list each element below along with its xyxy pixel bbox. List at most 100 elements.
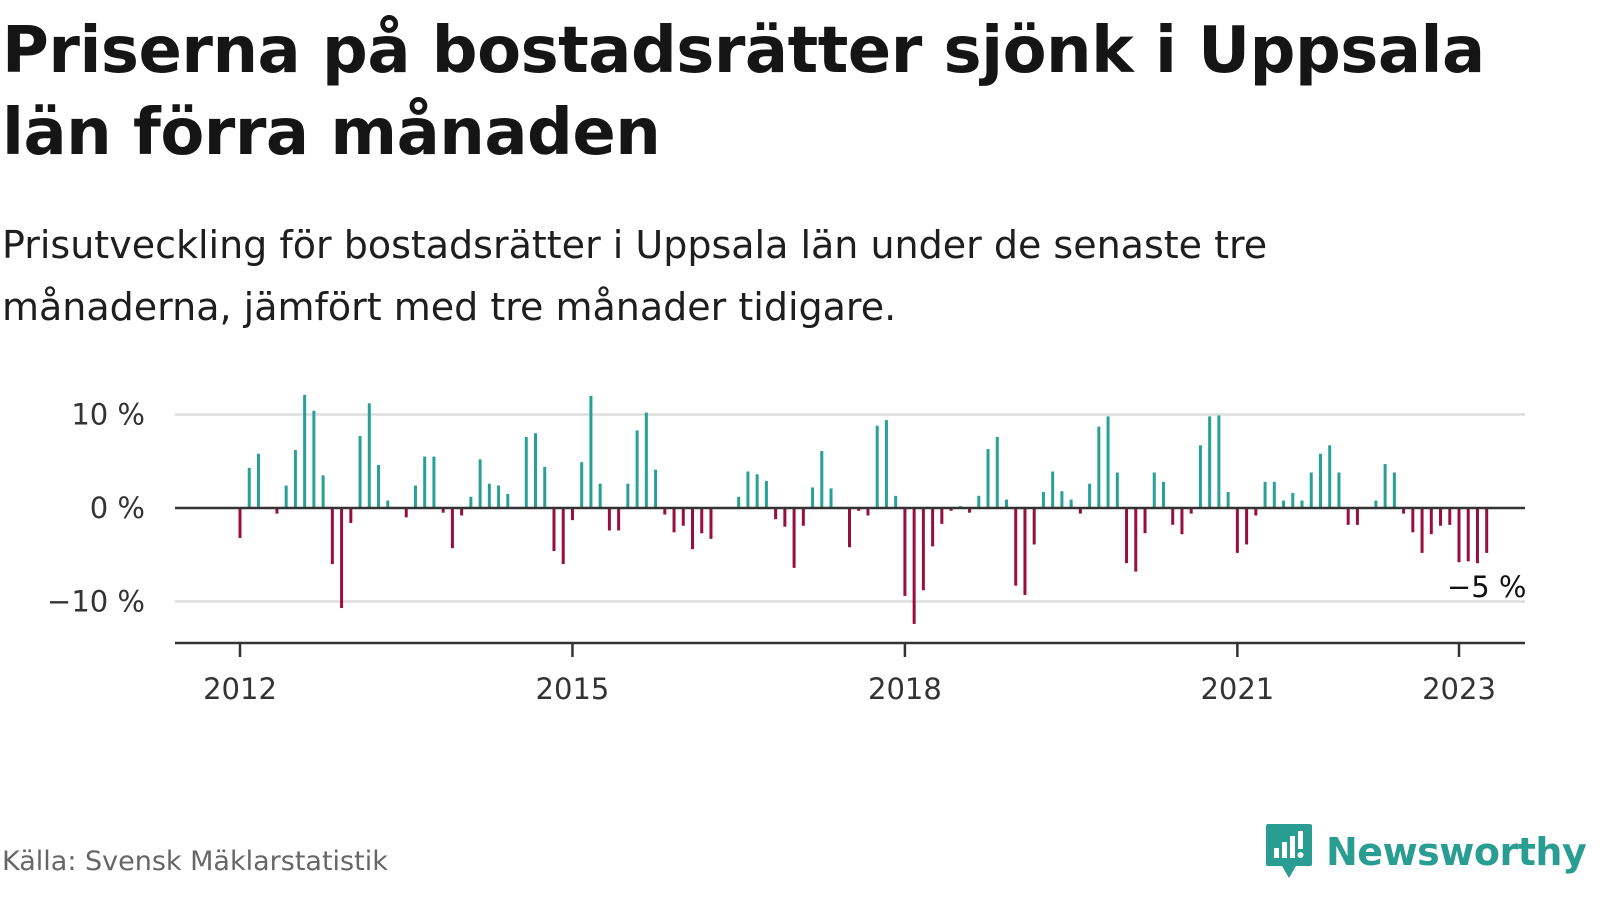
bar xyxy=(801,508,805,526)
bar xyxy=(330,508,334,565)
bar xyxy=(1217,415,1221,508)
bar xyxy=(1208,416,1212,508)
bar xyxy=(543,466,547,508)
bar xyxy=(293,450,297,508)
x-tick-label: 2021 xyxy=(1200,672,1274,706)
bar xyxy=(552,508,556,552)
bar xyxy=(1355,508,1359,525)
bar xyxy=(1032,508,1036,545)
bar xyxy=(589,395,593,508)
bar xyxy=(303,394,307,508)
bar xyxy=(1004,499,1008,508)
bar xyxy=(857,508,861,511)
bar xyxy=(358,436,362,508)
bar xyxy=(524,436,528,508)
bar xyxy=(1189,508,1193,514)
bar xyxy=(1485,508,1489,553)
y-tick-label: 10 % xyxy=(71,398,145,432)
bar xyxy=(1226,492,1230,508)
bar xyxy=(1475,508,1479,564)
bar xyxy=(1291,493,1295,508)
bar xyxy=(1152,472,1156,508)
bar xyxy=(1235,508,1239,553)
bars xyxy=(238,394,1489,624)
bar xyxy=(1309,472,1313,508)
bar xyxy=(1014,508,1018,586)
last-value-annotation: −5 % xyxy=(1447,570,1527,604)
bar xyxy=(1245,508,1249,545)
bar xyxy=(681,508,685,526)
bar xyxy=(1448,508,1452,525)
bar xyxy=(432,456,436,508)
y-tick-label: −10 % xyxy=(47,585,145,619)
y-axis-labels: −10 % 0 % 10 % xyxy=(47,398,145,619)
bar xyxy=(755,474,759,508)
bar xyxy=(497,485,501,508)
bar xyxy=(1023,508,1027,595)
source-note: Källa: Svensk Mäklarstatistik xyxy=(2,846,388,877)
bar-chart: −10 % 0 % 10 % 2012 2015 2018 2021 2023 −5 % xyxy=(47,394,1527,706)
bar xyxy=(238,508,242,538)
bar xyxy=(1060,491,1064,508)
bar xyxy=(737,496,741,508)
bar xyxy=(774,508,778,520)
bar xyxy=(561,508,565,565)
bar xyxy=(1411,508,1415,533)
chart-subtitle: Prisutveckling för bostadsrätter i Uppsa… xyxy=(2,223,1268,329)
bar xyxy=(912,508,916,624)
bar xyxy=(598,483,602,508)
bar xyxy=(866,508,870,516)
bar xyxy=(968,508,972,513)
bar xyxy=(1346,508,1350,525)
bar xyxy=(580,462,584,509)
newsworthy-logo-icon xyxy=(1266,824,1312,878)
bar xyxy=(377,464,381,508)
bar xyxy=(284,485,288,508)
bar xyxy=(450,508,454,549)
bar xyxy=(312,410,316,508)
bar xyxy=(1041,492,1045,508)
bar xyxy=(340,508,344,609)
bar xyxy=(1143,508,1147,534)
x-tick-label: 2015 xyxy=(536,672,610,706)
bar xyxy=(1097,426,1101,508)
bar xyxy=(460,508,464,516)
bar xyxy=(709,508,713,539)
bar xyxy=(940,508,944,524)
bar xyxy=(1420,508,1424,553)
grid-lines xyxy=(175,413,1525,603)
x-tick-label: 2023 xyxy=(1422,672,1496,706)
bar xyxy=(672,508,676,533)
bar xyxy=(848,508,851,548)
bar xyxy=(423,456,427,508)
bar xyxy=(1466,508,1470,562)
bar xyxy=(1439,508,1443,526)
bar xyxy=(635,430,639,508)
bar xyxy=(626,483,630,508)
bar xyxy=(1272,481,1276,508)
x-tick-label: 2012 xyxy=(203,672,277,706)
bar xyxy=(1254,508,1258,516)
bar xyxy=(949,508,953,511)
bar xyxy=(275,508,279,514)
bar xyxy=(995,436,999,508)
bar xyxy=(1161,481,1165,508)
bar xyxy=(1069,499,1073,508)
bar xyxy=(746,471,750,508)
bar xyxy=(986,449,990,508)
bar xyxy=(783,508,787,527)
bar xyxy=(884,420,888,508)
bar xyxy=(829,488,833,508)
bar xyxy=(1374,500,1378,508)
bar xyxy=(921,508,925,591)
bar xyxy=(1051,471,1055,508)
bar xyxy=(1125,508,1129,564)
bar xyxy=(1429,508,1433,535)
bar xyxy=(875,425,879,508)
brand-logo: Newsworthy xyxy=(1264,822,1587,882)
bar xyxy=(644,412,648,508)
bar xyxy=(1402,508,1406,514)
bar xyxy=(764,480,768,508)
bar xyxy=(386,500,390,508)
bar xyxy=(1328,445,1332,508)
